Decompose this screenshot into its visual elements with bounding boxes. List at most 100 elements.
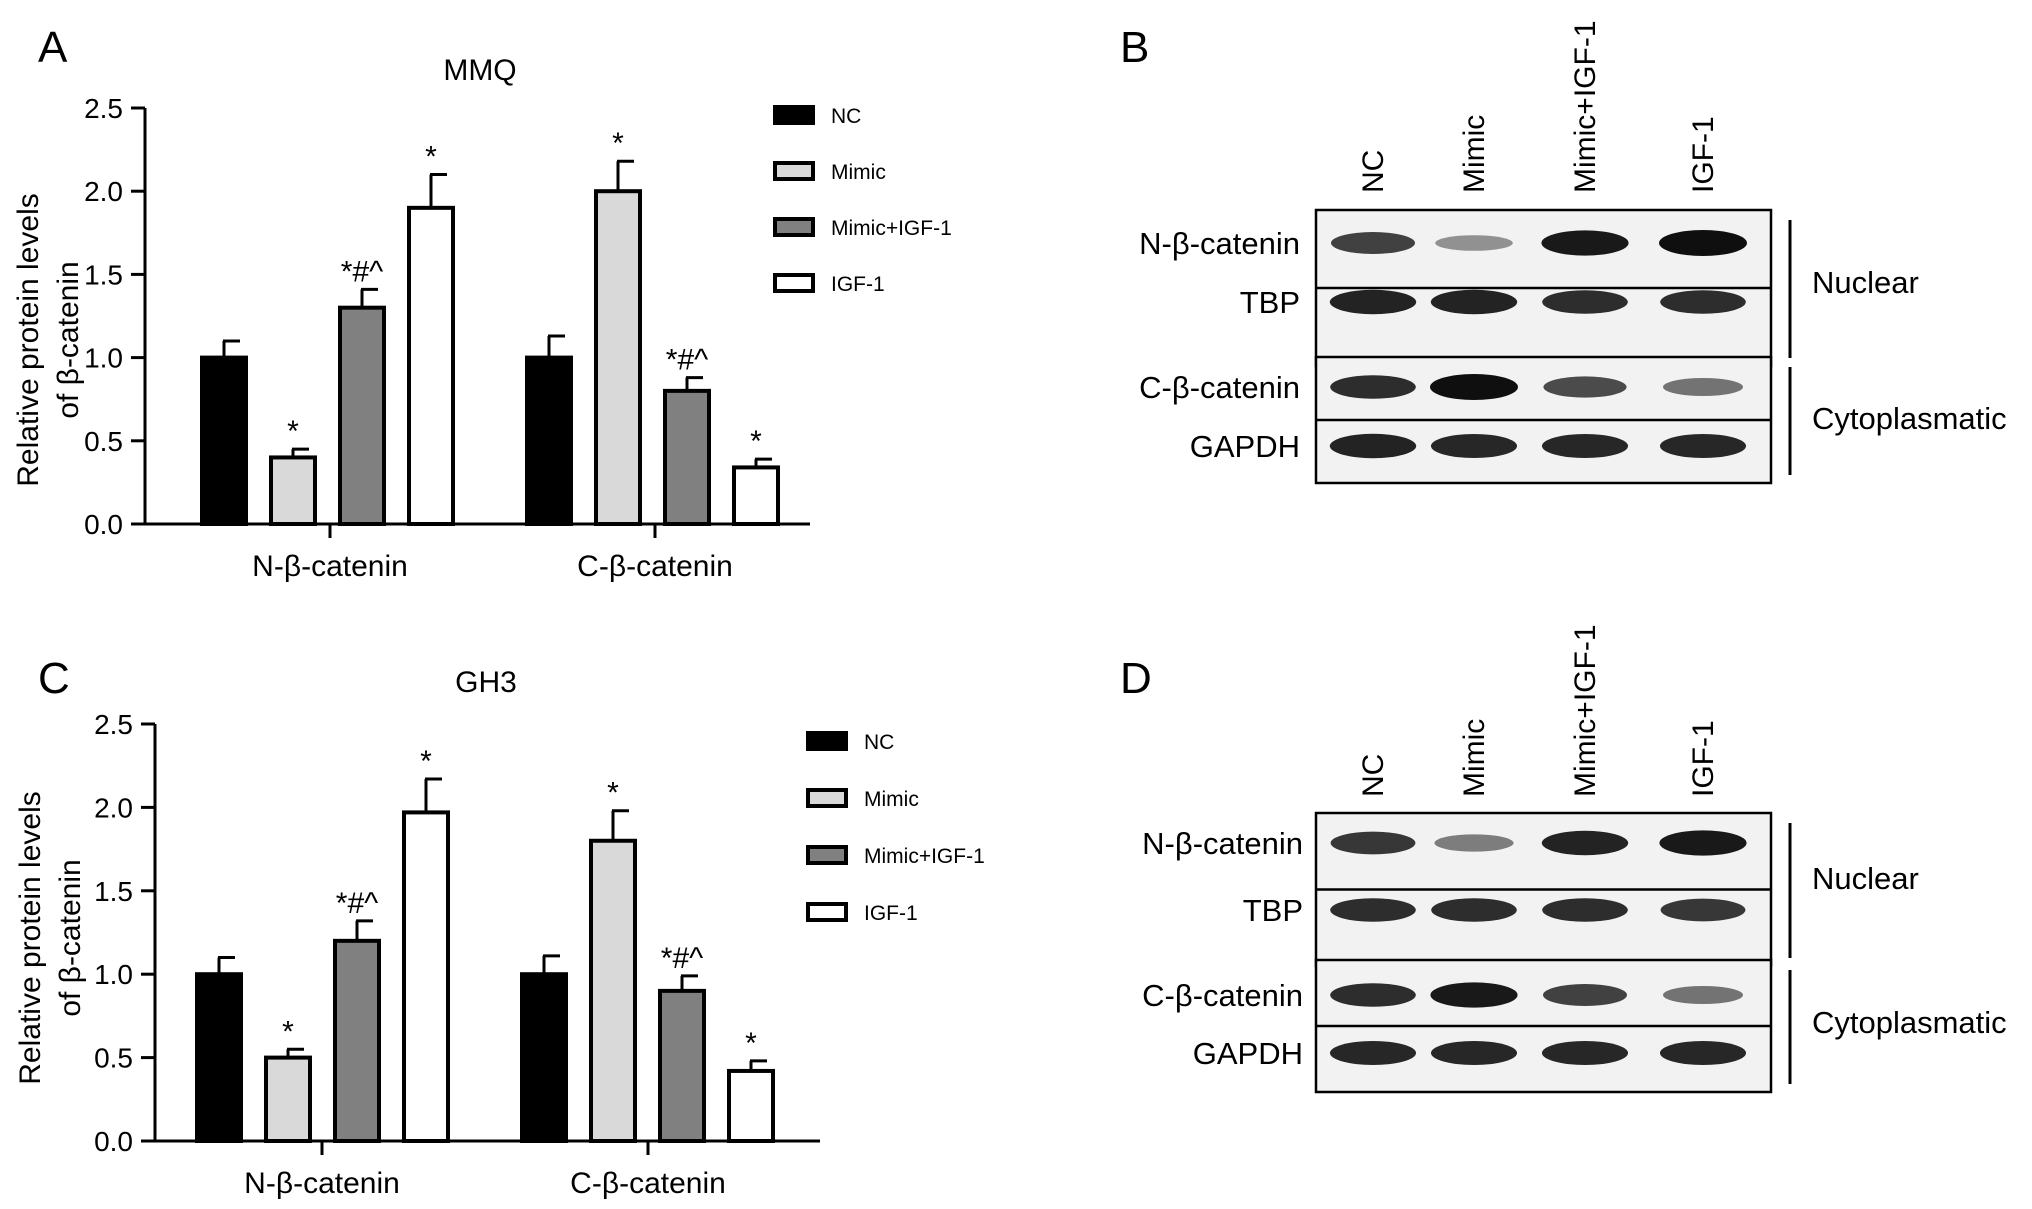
blot-band	[1329, 433, 1417, 459]
lane-label: Mimic+IGF-1	[1569, 21, 1602, 194]
blot-band	[1541, 433, 1629, 459]
blot-band	[1541, 1040, 1629, 1066]
bar	[658, 988, 706, 1143]
legend-swatch	[773, 217, 815, 237]
legend-label: IGF-1	[831, 273, 885, 296]
blot-band	[1329, 1040, 1417, 1066]
blot-row-label: TBP	[1243, 893, 1303, 928]
blot-row-label: GAPDH	[1193, 1036, 1303, 1071]
panel-letter-c: C	[38, 654, 70, 703]
blot-row-label: GAPDH	[1190, 429, 1300, 464]
legend-swatch	[773, 105, 815, 125]
y-axis-label-line1: Relative protein levels	[12, 193, 45, 486]
bar	[407, 205, 455, 526]
significance-mark: *	[425, 141, 437, 174]
bar	[520, 972, 568, 1144]
bar	[594, 189, 642, 526]
lane-label: Mimic+IGF-1	[1569, 625, 1602, 798]
bar	[269, 455, 317, 526]
blot-band	[1329, 289, 1417, 315]
blot-band	[1430, 1040, 1518, 1066]
chart-title: GH3	[455, 666, 517, 699]
legend-label: Mimic+IGF-1	[864, 845, 985, 868]
blot-band	[1330, 983, 1416, 1007]
group-label: Cytoplasmatic	[1812, 1005, 2007, 1040]
western-blot-d: NC Mimic Mimic+IGF-1 IGF-1 N-β-catenin TBP Nuc…	[1142, 625, 2007, 1094]
significance-mark: *	[612, 127, 624, 160]
y-tick-label: 0.0	[84, 509, 123, 540]
legend-swatch	[806, 731, 848, 751]
y-tick-label: 2.5	[84, 93, 123, 124]
lane-label: IGF-1	[1687, 720, 1720, 797]
blot-row-label: C-β-catenin	[1142, 978, 1303, 1013]
blot-row-label: N-β-catenin	[1142, 826, 1303, 861]
blot-row-label: C-β-catenin	[1139, 370, 1300, 405]
blot-band	[1435, 235, 1513, 251]
lane-label: NC	[1357, 754, 1390, 797]
lane-label: Mimic	[1458, 115, 1491, 193]
y-axis-label-line1: Relative protein levels	[14, 791, 47, 1084]
legend-swatch	[773, 161, 815, 181]
bar	[338, 305, 386, 526]
blot-band	[1430, 982, 1518, 1008]
significance-mark: *#^	[661, 942, 703, 975]
bar	[732, 465, 780, 527]
bar	[200, 355, 248, 526]
group-label: Nuclear	[1812, 265, 1919, 300]
blot-band	[1431, 898, 1517, 922]
bar	[525, 355, 573, 526]
bar	[663, 388, 711, 526]
bar	[727, 1068, 775, 1143]
y-tick-label: 1.0	[84, 343, 123, 374]
legend-swatch	[806, 788, 848, 808]
group-label: Cytoplasmatic	[1812, 401, 2007, 436]
blot-band	[1660, 898, 1746, 922]
y-tick-label: 0.5	[84, 426, 123, 457]
legend-label: IGF-1	[864, 902, 918, 925]
legend-swatch	[806, 845, 848, 865]
bar	[333, 938, 381, 1144]
blot-band	[1663, 378, 1743, 396]
blot-band	[1543, 376, 1627, 398]
significance-mark: *#^	[341, 255, 383, 288]
blot-row-label: TBP	[1240, 285, 1300, 320]
blot-band	[1331, 232, 1415, 254]
y-tick-label: 2.0	[84, 176, 123, 207]
y-tick-label: 1.5	[94, 876, 133, 907]
significance-mark: *	[750, 425, 762, 458]
legend-label: NC	[864, 731, 894, 754]
blot-band	[1542, 898, 1628, 922]
bar	[195, 972, 243, 1144]
significance-mark: *#^	[336, 887, 378, 920]
lane-label: IGF-1	[1687, 116, 1720, 193]
legend-label: Mimic+IGF-1	[831, 217, 952, 240]
bar-chart-mmq: MMQ Relative protein levels of β-catenin…	[12, 54, 952, 583]
blot-band	[1659, 230, 1747, 256]
significance-mark: *	[282, 1015, 294, 1048]
blot-band	[1542, 290, 1628, 314]
chart-title: MMQ	[443, 54, 516, 87]
significance-mark: *	[420, 745, 432, 778]
group-label: Nuclear	[1812, 861, 1919, 896]
panel-letter-a: A	[38, 23, 68, 72]
y-tick-label: 1.5	[84, 259, 123, 290]
legend-label: Mimic	[864, 788, 919, 811]
western-blot-b: NC Mimic Mimic+IGF-1 IGF-1 N-β-catenin TBP Nuc…	[1139, 21, 2007, 485]
x-category-label: N-β-catenin	[252, 550, 408, 583]
y-axis-label-line2: of β-catenin	[54, 859, 87, 1016]
blot-band	[1430, 374, 1518, 400]
blot-band	[1659, 1040, 1747, 1066]
blot-band	[1434, 834, 1514, 852]
blot-band	[1330, 898, 1416, 922]
blot-band	[1541, 830, 1629, 856]
bar-chart-gh3: GH3 Relative protein levels of β-catenin…	[14, 666, 985, 1200]
blot-band	[1330, 375, 1416, 399]
x-category-label: C-β-catenin	[570, 1167, 726, 1200]
y-tick-label: 1.0	[94, 959, 133, 990]
legend-swatch	[806, 902, 848, 922]
legend-label: NC	[831, 105, 861, 128]
x-category-label: C-β-catenin	[577, 550, 733, 583]
y-tick-label: 0.0	[94, 1126, 133, 1157]
blot-band	[1663, 986, 1743, 1004]
